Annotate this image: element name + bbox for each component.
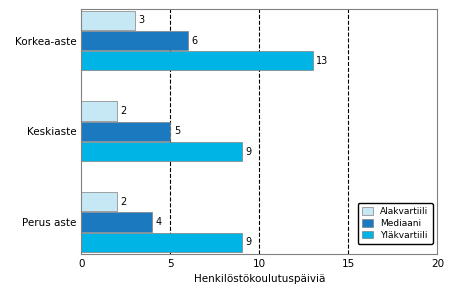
Text: 2: 2 bbox=[120, 197, 127, 207]
Text: 5: 5 bbox=[174, 126, 180, 136]
Text: 9: 9 bbox=[245, 147, 251, 157]
Bar bbox=[81, 51, 313, 71]
Bar bbox=[81, 142, 242, 161]
Text: 2: 2 bbox=[120, 106, 127, 116]
Legend: Alakvartiili, Mediaani, Yläkvartiili: Alakvartiili, Mediaani, Yläkvartiili bbox=[358, 203, 433, 244]
Bar bbox=[81, 192, 117, 211]
Text: 13: 13 bbox=[316, 56, 329, 66]
Bar bbox=[81, 122, 170, 141]
X-axis label: Henkilöstökoulutuspäiviä: Henkilöstökoulutuspäiviä bbox=[193, 274, 325, 284]
Bar bbox=[81, 11, 134, 30]
Bar bbox=[81, 101, 117, 121]
Bar bbox=[81, 31, 188, 50]
Text: 6: 6 bbox=[192, 36, 198, 46]
Bar bbox=[81, 212, 152, 232]
Text: 4: 4 bbox=[156, 217, 162, 227]
Bar bbox=[81, 232, 242, 252]
Text: 3: 3 bbox=[138, 15, 144, 25]
Text: 9: 9 bbox=[245, 237, 251, 247]
